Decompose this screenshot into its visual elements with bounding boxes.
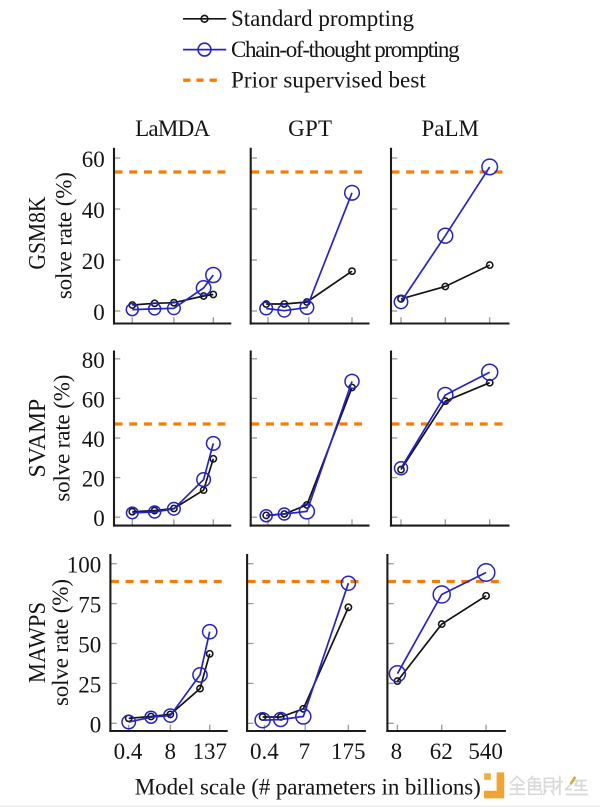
svg-text:Chain-of-thought prompting: Chain-of-thought prompting <box>231 37 460 62</box>
svg-text:40: 40 <box>82 198 105 223</box>
svg-text:137: 137 <box>193 739 228 764</box>
svg-text:0.4: 0.4 <box>250 739 279 764</box>
svg-text:25: 25 <box>78 672 101 697</box>
svg-text:Prior supervised best: Prior supervised best <box>231 67 426 92</box>
svg-text:MAWPS: MAWPS <box>24 602 51 683</box>
svg-text:solve rate (%): solve rate (%) <box>48 579 73 706</box>
svg-text:GSM8K: GSM8K <box>24 196 51 269</box>
svg-text:50: 50 <box>78 633 101 658</box>
svg-text:7: 7 <box>299 739 311 764</box>
svg-text:8: 8 <box>391 739 403 764</box>
svg-text:20: 20 <box>82 467 105 492</box>
svg-text:GPT: GPT <box>288 116 332 141</box>
svg-text:175: 175 <box>331 739 366 764</box>
svg-text:0: 0 <box>93 300 105 325</box>
svg-text:0: 0 <box>93 506 105 531</box>
svg-text:100: 100 <box>67 553 102 578</box>
svg-text:62: 62 <box>430 739 453 764</box>
svg-text:60: 60 <box>82 147 105 172</box>
svg-text:0.4: 0.4 <box>114 739 143 764</box>
svg-text:solve rate (%): solve rate (%) <box>50 375 75 502</box>
svg-text:8: 8 <box>165 739 177 764</box>
svg-text:solve rate (%): solve rate (%) <box>52 172 77 299</box>
svg-text:20: 20 <box>82 249 105 274</box>
svg-text:540: 540 <box>468 739 503 764</box>
svg-text:40: 40 <box>82 427 105 452</box>
svg-text:SVAMP: SVAMP <box>24 399 51 478</box>
svg-text:LaMDA: LaMDA <box>135 116 210 141</box>
svg-text:0: 0 <box>90 712 102 737</box>
svg-text:Model scale (# parameters in b: Model scale (# parameters in billions) <box>135 775 481 800</box>
svg-text:Standard prompting: Standard prompting <box>231 6 415 31</box>
svg-text:75: 75 <box>78 593 101 618</box>
svg-text:80: 80 <box>82 348 105 373</box>
svg-text:60: 60 <box>82 387 105 412</box>
svg-text:PaLM: PaLM <box>421 116 479 141</box>
